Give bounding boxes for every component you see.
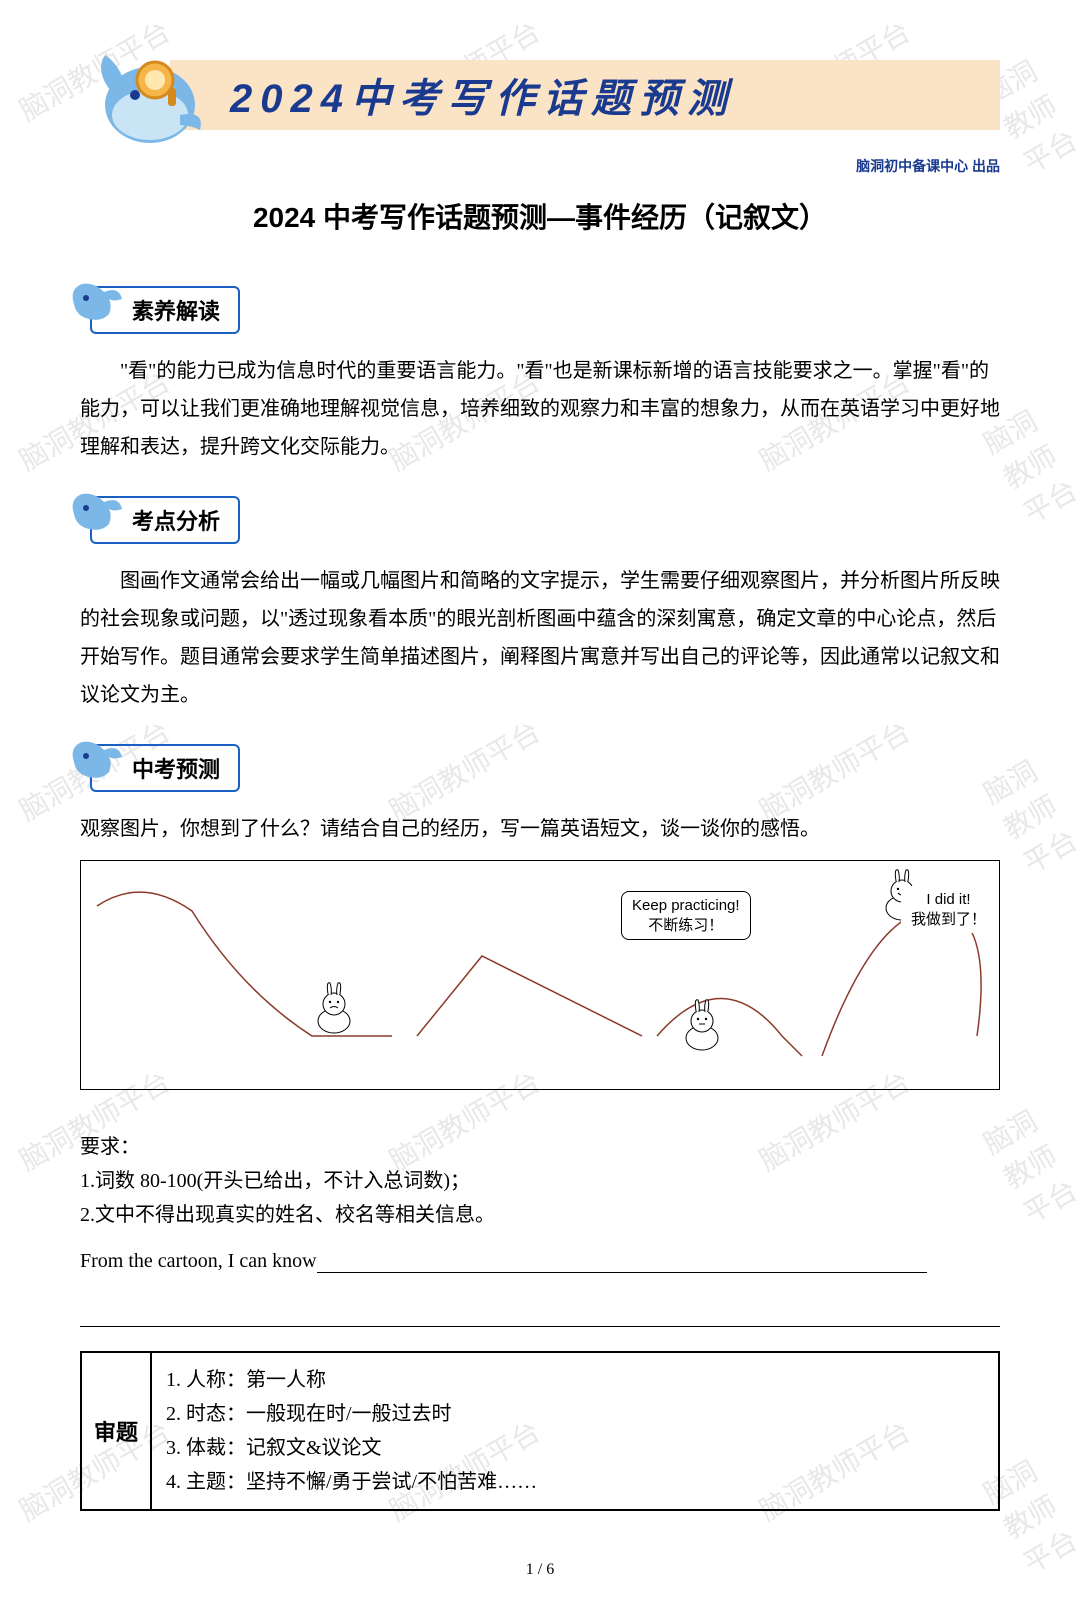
speech-zh: 不断练习！ <box>632 916 740 936</box>
section-body-analysis: 图画作文通常会给出一幅或几幅图片和简略的文字提示，学生需要仔细观察图片，并分析图… <box>80 562 1000 714</box>
speech-en: Keep practicing! <box>632 896 740 916</box>
page-number: 1 / 6 <box>80 1561 1000 1579</box>
section-tag-label: 中考预测 <box>132 757 220 782</box>
banner-title: 2024中考写作话题预测 <box>230 66 735 124</box>
requirement-item: 2.文中不得出现真实的姓名、校名等相关信息。 <box>80 1198 1000 1232</box>
essay-starter-line: From the cartoon, I can know <box>80 1250 1000 1273</box>
fill-blank-line <box>80 1303 1000 1327</box>
dolphin-bullet-icon <box>64 732 128 788</box>
section-tag-label: 素养解读 <box>132 299 220 324</box>
table-row: 3. 体裁：记叙文&议论文 <box>166 1431 984 1465</box>
requirements-block: 要求： 1.词数 80-100(开头已给出，不计入总词数)； 2.文中不得出现真… <box>80 1130 1000 1232</box>
analysis-table: 审题 1. 人称：第一人称 2. 时态：一般现在时/一般过去时 3. 体裁：记叙… <box>80 1351 1000 1511</box>
requirements-heading: 要求： <box>80 1130 1000 1164</box>
writing-prompt: 观察图片，你想到了什么？请结合自己的经历，写一篇英语短文，谈一谈你的感悟。 <box>80 810 1000 848</box>
speech-en: I did it! <box>911 890 986 910</box>
speech-bubble-1: Keep practicing! 不断练习！ <box>621 891 751 940</box>
banner-background: 2024中考写作话题预测 <box>170 60 1000 130</box>
table-content-cell: 1. 人称：第一人称 2. 时态：一般现在时/一般过去时 3. 体裁：记叙文&议… <box>152 1353 998 1509</box>
essay-starter-text: From the cartoon, I can know <box>80 1250 317 1272</box>
header-banner: 2024中考写作话题预测 <box>80 30 1000 150</box>
fill-blank <box>317 1272 927 1273</box>
section-body-literacy: "看"的能力已成为信息时代的重要语言能力。"看"也是新课标新增的语言技能要求之一… <box>80 352 1000 466</box>
requirement-item: 1.词数 80-100(开头已给出，不计入总词数)； <box>80 1164 1000 1198</box>
cartoon-illustration: Keep practicing! 不断练习！ I did it! 我做到了！ <box>80 860 1000 1090</box>
table-header-cell: 审题 <box>82 1353 152 1509</box>
speech-bubble-2: I did it! 我做到了！ <box>901 886 996 933</box>
dolphin-mascot-icon <box>80 30 220 160</box>
speech-zh: 我做到了！ <box>911 910 986 930</box>
section-tag-analysis: 考点分析 <box>90 496 240 544</box>
section-tag-label: 考点分析 <box>132 509 220 534</box>
dolphin-bullet-icon <box>64 274 128 330</box>
page-title: 2024 中考写作话题预测—事件经历（记叙文） <box>80 196 1000 236</box>
table-row: 1. 人称：第一人称 <box>166 1363 984 1397</box>
section-tag-prediction: 中考预测 <box>90 744 240 792</box>
dolphin-bullet-icon <box>64 484 128 540</box>
table-row: 4. 主题：坚持不懈/勇于尝试/不怕苦难…… <box>166 1465 984 1499</box>
section-tag-literacy: 素养解读 <box>90 286 240 334</box>
table-row: 2. 时态：一般现在时/一般过去时 <box>166 1397 984 1431</box>
cartoon-svg <box>81 861 999 1089</box>
